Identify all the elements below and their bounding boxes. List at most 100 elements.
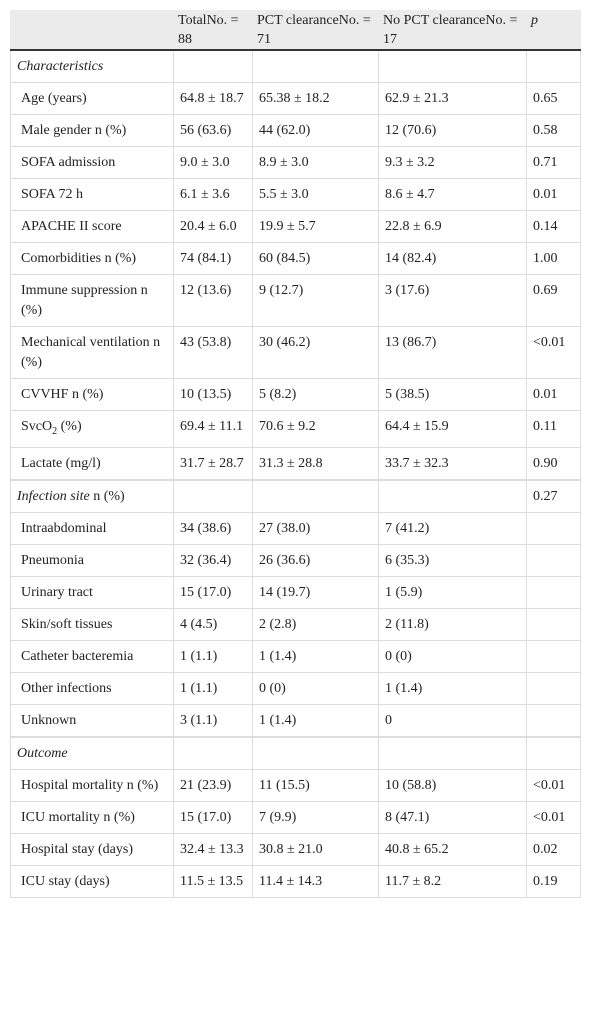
value-cell: 0.01 — [526, 178, 581, 211]
label-text: Pneumonia — [21, 552, 84, 568]
value-cell: 0.71 — [526, 146, 581, 179]
value-cell: 5 (38.5) — [378, 378, 527, 411]
label-text: Male gender n (%) — [21, 123, 127, 138]
value-cell: 8.6 ± 4.7 — [378, 178, 527, 211]
row-label: Comorbidities n (%) — [10, 242, 174, 275]
header-cell: p — [526, 10, 581, 51]
value-cell — [526, 703, 581, 737]
label-text: ICU stay (days) — [21, 873, 110, 889]
section-title: Characteristics — [17, 59, 104, 74]
table-row: CVVHF n (%) 10 (13.5) 5 (8.2) 5 (38.5) 0.01 — [10, 378, 581, 411]
value-text: 21 (23.9) — [180, 777, 232, 793]
table-row: Hospital stay (days) 32.4 ± 13.3 30.8 ± 21… — [10, 832, 581, 866]
value-cell — [526, 671, 581, 705]
value-cell: 1.00 — [526, 242, 581, 275]
value-cell: 5 (8.2) — [252, 378, 379, 411]
row-label: SOFA admission — [10, 146, 174, 179]
value-text: 8.6 ± 4.7 — [385, 187, 435, 202]
value-text: 70.6 ± 9.2 — [259, 419, 316, 434]
value-text: 65.38 ± 18.2 — [259, 91, 330, 106]
table-row: ICU mortality n (%) 15 (17.0) 7 (9.9) 8 (47… — [10, 800, 581, 834]
value-text: 56 (63.6) — [180, 123, 232, 138]
value-text: 3 (1.1) — [180, 712, 218, 728]
value-cell: 14 (82.4) — [378, 242, 527, 275]
table-row: SOFA admission 9.0 ± 3.0 8.9 ± 3.0 9.3 ± 3.… — [10, 146, 581, 179]
row-label: Unknown — [10, 703, 174, 737]
value-text: 32.4 ± 13.3 — [180, 841, 244, 857]
label-text: Urinary tract — [21, 584, 93, 600]
value-text: 0 (0) — [259, 680, 286, 696]
table-row: Characteristics — [10, 49, 581, 83]
header-text: PCT clearanceNo. = 71 — [257, 13, 371, 47]
value-text: 0.02 — [533, 841, 558, 857]
value-cell: 1 (1.4) — [252, 639, 379, 673]
table-row: Immune suppression n (%) 12 (13.6) 9 (12.7… — [10, 274, 581, 327]
value-text: 10 (58.8) — [385, 777, 437, 793]
value-cell: 31.3 ± 28.8 — [252, 446, 379, 480]
row-label: Other infections — [10, 671, 174, 705]
table-row: Other infections 1 (1.1) 0 (0) 1 (1.4) — [10, 671, 581, 705]
p-cell — [526, 736, 581, 770]
table-row: Outcome — [10, 736, 581, 770]
value-cell: 7 (41.2) — [378, 511, 527, 545]
value-cell: 14 (19.7) — [252, 575, 379, 609]
table-row: Lactate (mg/l) 31.7 ± 28.7 31.3 ± 28.8 33.7… — [10, 446, 581, 480]
empty-cell — [173, 49, 253, 83]
value-text: 10 (13.5) — [180, 387, 232, 402]
value-cell: 0.90 — [526, 446, 581, 480]
label-text: Catheter bacteremia — [21, 648, 134, 664]
label-text: Age (years) — [21, 91, 87, 106]
value-cell — [526, 575, 581, 609]
value-cell: 0.02 — [526, 832, 581, 866]
value-cell: 0.65 — [526, 82, 581, 115]
value-cell: 65.38 ± 18.2 — [252, 82, 379, 115]
value-cell: 11.4 ± 14.3 — [252, 864, 379, 898]
value-cell: 0.01 — [526, 378, 581, 411]
value-text: 32 (36.4) — [180, 552, 232, 568]
row-label: Pneumonia — [10, 543, 174, 577]
value-cell — [526, 543, 581, 577]
value-text: 0.65 — [533, 91, 558, 106]
value-text: 11 (15.5) — [259, 777, 310, 793]
row-label: Skin/soft tissues — [10, 607, 174, 641]
value-cell: 34 (38.6) — [173, 511, 253, 545]
row-label: Immune suppression n (%) — [10, 274, 174, 327]
empty-cell — [173, 479, 253, 513]
empty-cell — [252, 479, 379, 513]
value-text: 20.4 ± 6.0 — [180, 219, 237, 234]
empty-cell — [378, 49, 527, 83]
value-cell: 40.8 ± 65.2 — [378, 832, 527, 866]
value-cell: 0.19 — [526, 864, 581, 898]
value-cell: 44 (62.0) — [252, 114, 379, 147]
value-cell: 43 (53.8) — [173, 326, 253, 379]
value-text: 0.71 — [533, 155, 558, 170]
row-label: SOFA 72 h — [10, 178, 174, 211]
value-cell: 9.3 ± 3.2 — [378, 146, 527, 179]
value-text: 3 (17.6) — [385, 283, 430, 298]
value-text: 44 (62.0) — [259, 123, 311, 138]
value-cell: 0 (0) — [378, 639, 527, 673]
label-text: Hospital mortality n (%) — [21, 777, 159, 793]
label-text: Unknown — [21, 712, 77, 728]
value-cell: 11 (15.5) — [252, 768, 379, 802]
value-text: 0.01 — [533, 187, 558, 202]
value-text: 1 (1.4) — [259, 712, 297, 728]
value-text: 1 (1.1) — [180, 648, 218, 664]
value-cell: 64.8 ± 18.7 — [173, 82, 253, 115]
value-cell: 69.4 ± 11.1 — [173, 410, 253, 448]
value-cell: 9 (12.7) — [252, 274, 379, 327]
value-cell: 7 (9.9) — [252, 800, 379, 834]
value-text: 0.69 — [533, 283, 558, 298]
table-row: Male gender n (%) 56 (63.6) 44 (62.0) 12 (7… — [10, 114, 581, 147]
label-text: Intraabdominal — [21, 520, 107, 536]
empty-cell — [378, 736, 527, 770]
label-text: Skin/soft tissues — [21, 616, 113, 632]
value-text: 0.90 — [533, 455, 558, 471]
value-cell: 4 (4.5) — [173, 607, 253, 641]
table-row: Age (years) 64.8 ± 18.7 65.38 ± 18.2 62.9 ±… — [10, 82, 581, 115]
value-cell: 27 (38.0) — [252, 511, 379, 545]
value-text: 0.01 — [533, 387, 558, 402]
p-cell — [526, 49, 581, 83]
value-cell — [526, 511, 581, 545]
value-cell: 15 (17.0) — [173, 575, 253, 609]
